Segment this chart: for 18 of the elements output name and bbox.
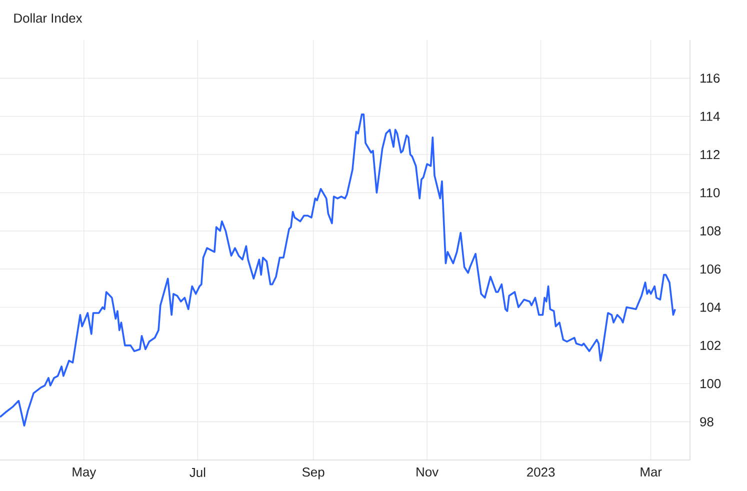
x-tick-label: May: [72, 468, 96, 480]
x-tick-label: 2023: [527, 468, 555, 477]
line-series: [0, 114, 676, 427]
y-tick-label: 102: [700, 340, 720, 350]
y-tick-label: 114: [700, 112, 720, 121]
x-tick-label: Mar: [640, 468, 662, 477]
y-tick-label: 104: [700, 302, 721, 312]
y-tick-label: 108: [700, 226, 721, 236]
chart-title: Dollar Index: [14, 13, 82, 23]
y-tick-label: 112: [700, 150, 720, 160]
x-tick-label: Nov: [416, 468, 439, 477]
y-tick-label: 106: [700, 264, 721, 274]
y-tick-label: 110: [700, 188, 720, 198]
y-tick-label: 98: [700, 417, 714, 426]
y-tick-label: 116: [700, 74, 720, 83]
y-tick-label: 100: [700, 379, 721, 388]
x-tick-label: Sep: [302, 468, 324, 480]
x-tick-label: Jul: [190, 468, 206, 478]
